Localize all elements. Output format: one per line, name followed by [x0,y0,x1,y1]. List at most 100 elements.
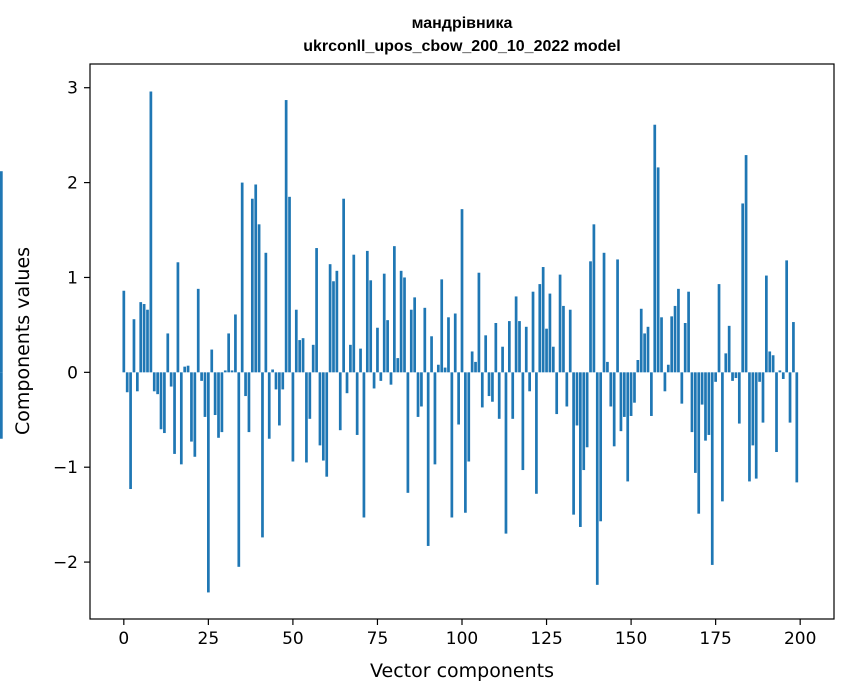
bar [447,317,450,373]
bar [426,372,430,546]
bar [362,372,366,518]
bar [629,372,633,416]
bar [193,372,197,457]
bar [220,372,224,433]
bar [349,344,352,373]
bar [355,372,359,435]
bar [274,372,278,390]
bar [761,372,765,423]
bar [203,372,207,417]
bar [521,372,525,471]
bar [244,372,247,397]
bar [518,321,521,373]
bar [548,293,552,373]
bar [163,372,166,434]
bar [717,284,721,373]
bar [704,372,707,441]
bar [768,351,772,373]
bar [511,372,515,419]
bar [315,248,318,373]
bar [0,372,3,439]
bar [234,314,237,373]
bar [328,264,332,373]
bar [771,355,775,373]
bar [575,372,579,426]
bar [606,361,609,373]
bar [210,349,214,373]
y-tick-label: 3 [67,79,78,99]
bar [338,372,342,431]
bar [754,372,758,479]
bar [183,366,187,373]
bar [152,372,156,392]
bar [335,270,339,373]
bar [213,372,217,416]
bar [653,124,657,373]
x-tick-label: 75 [367,629,389,649]
bar [379,372,383,381]
bar [169,372,173,387]
y-tick-label: 1 [67,268,78,288]
bar [139,302,143,373]
bars-group [0,91,799,593]
x-tick-label: 0 [118,629,129,649]
bar [146,309,149,373]
bar [795,372,799,483]
bar [765,275,768,373]
bar [633,372,636,403]
bar [166,333,170,373]
bar [565,372,569,407]
bar [291,372,295,462]
bar [555,372,559,415]
bar [484,335,488,373]
bar [524,326,528,373]
chart-title-line-2: ukrconll_upos_cbow_200_10_2022 model [303,38,620,55]
bar [663,372,667,392]
bar [592,224,596,373]
bar [288,196,291,373]
bar [399,270,403,373]
bar [558,274,562,373]
bar [179,372,183,465]
y-tick-label: −2 [53,553,78,573]
bar [240,182,244,373]
bar [254,184,258,373]
y-axis-ticks: −2 −1 0 1 2 3 [53,79,90,573]
bar [497,372,501,419]
bar [781,372,785,379]
bar [785,260,789,373]
bar [359,348,362,373]
bar [409,309,413,373]
bar [599,372,603,522]
bar [677,288,680,373]
bar [200,372,203,381]
bar [321,372,325,461]
bar [223,370,227,373]
bar [237,372,241,567]
bar [443,367,447,373]
bar [301,338,305,373]
bar [666,364,670,373]
bar [619,372,623,432]
bar [207,372,210,593]
bar [748,372,751,482]
bar [125,372,129,393]
x-tick-label: 50 [282,629,304,649]
bar [660,317,663,373]
bar [386,320,389,373]
bar [389,372,393,385]
bar [480,372,484,408]
bar [612,372,616,447]
bar [551,346,555,373]
bar [650,372,653,416]
bar [734,372,738,379]
bar [190,372,193,442]
bar [562,305,565,373]
y-tick-label: 2 [67,174,78,194]
bar [413,297,417,373]
bar [281,372,285,390]
x-axis-ticks: 0 25 50 75 100 125 150 175 200 [118,619,816,649]
bar [156,372,159,395]
bar [535,372,538,494]
bar [365,250,369,373]
